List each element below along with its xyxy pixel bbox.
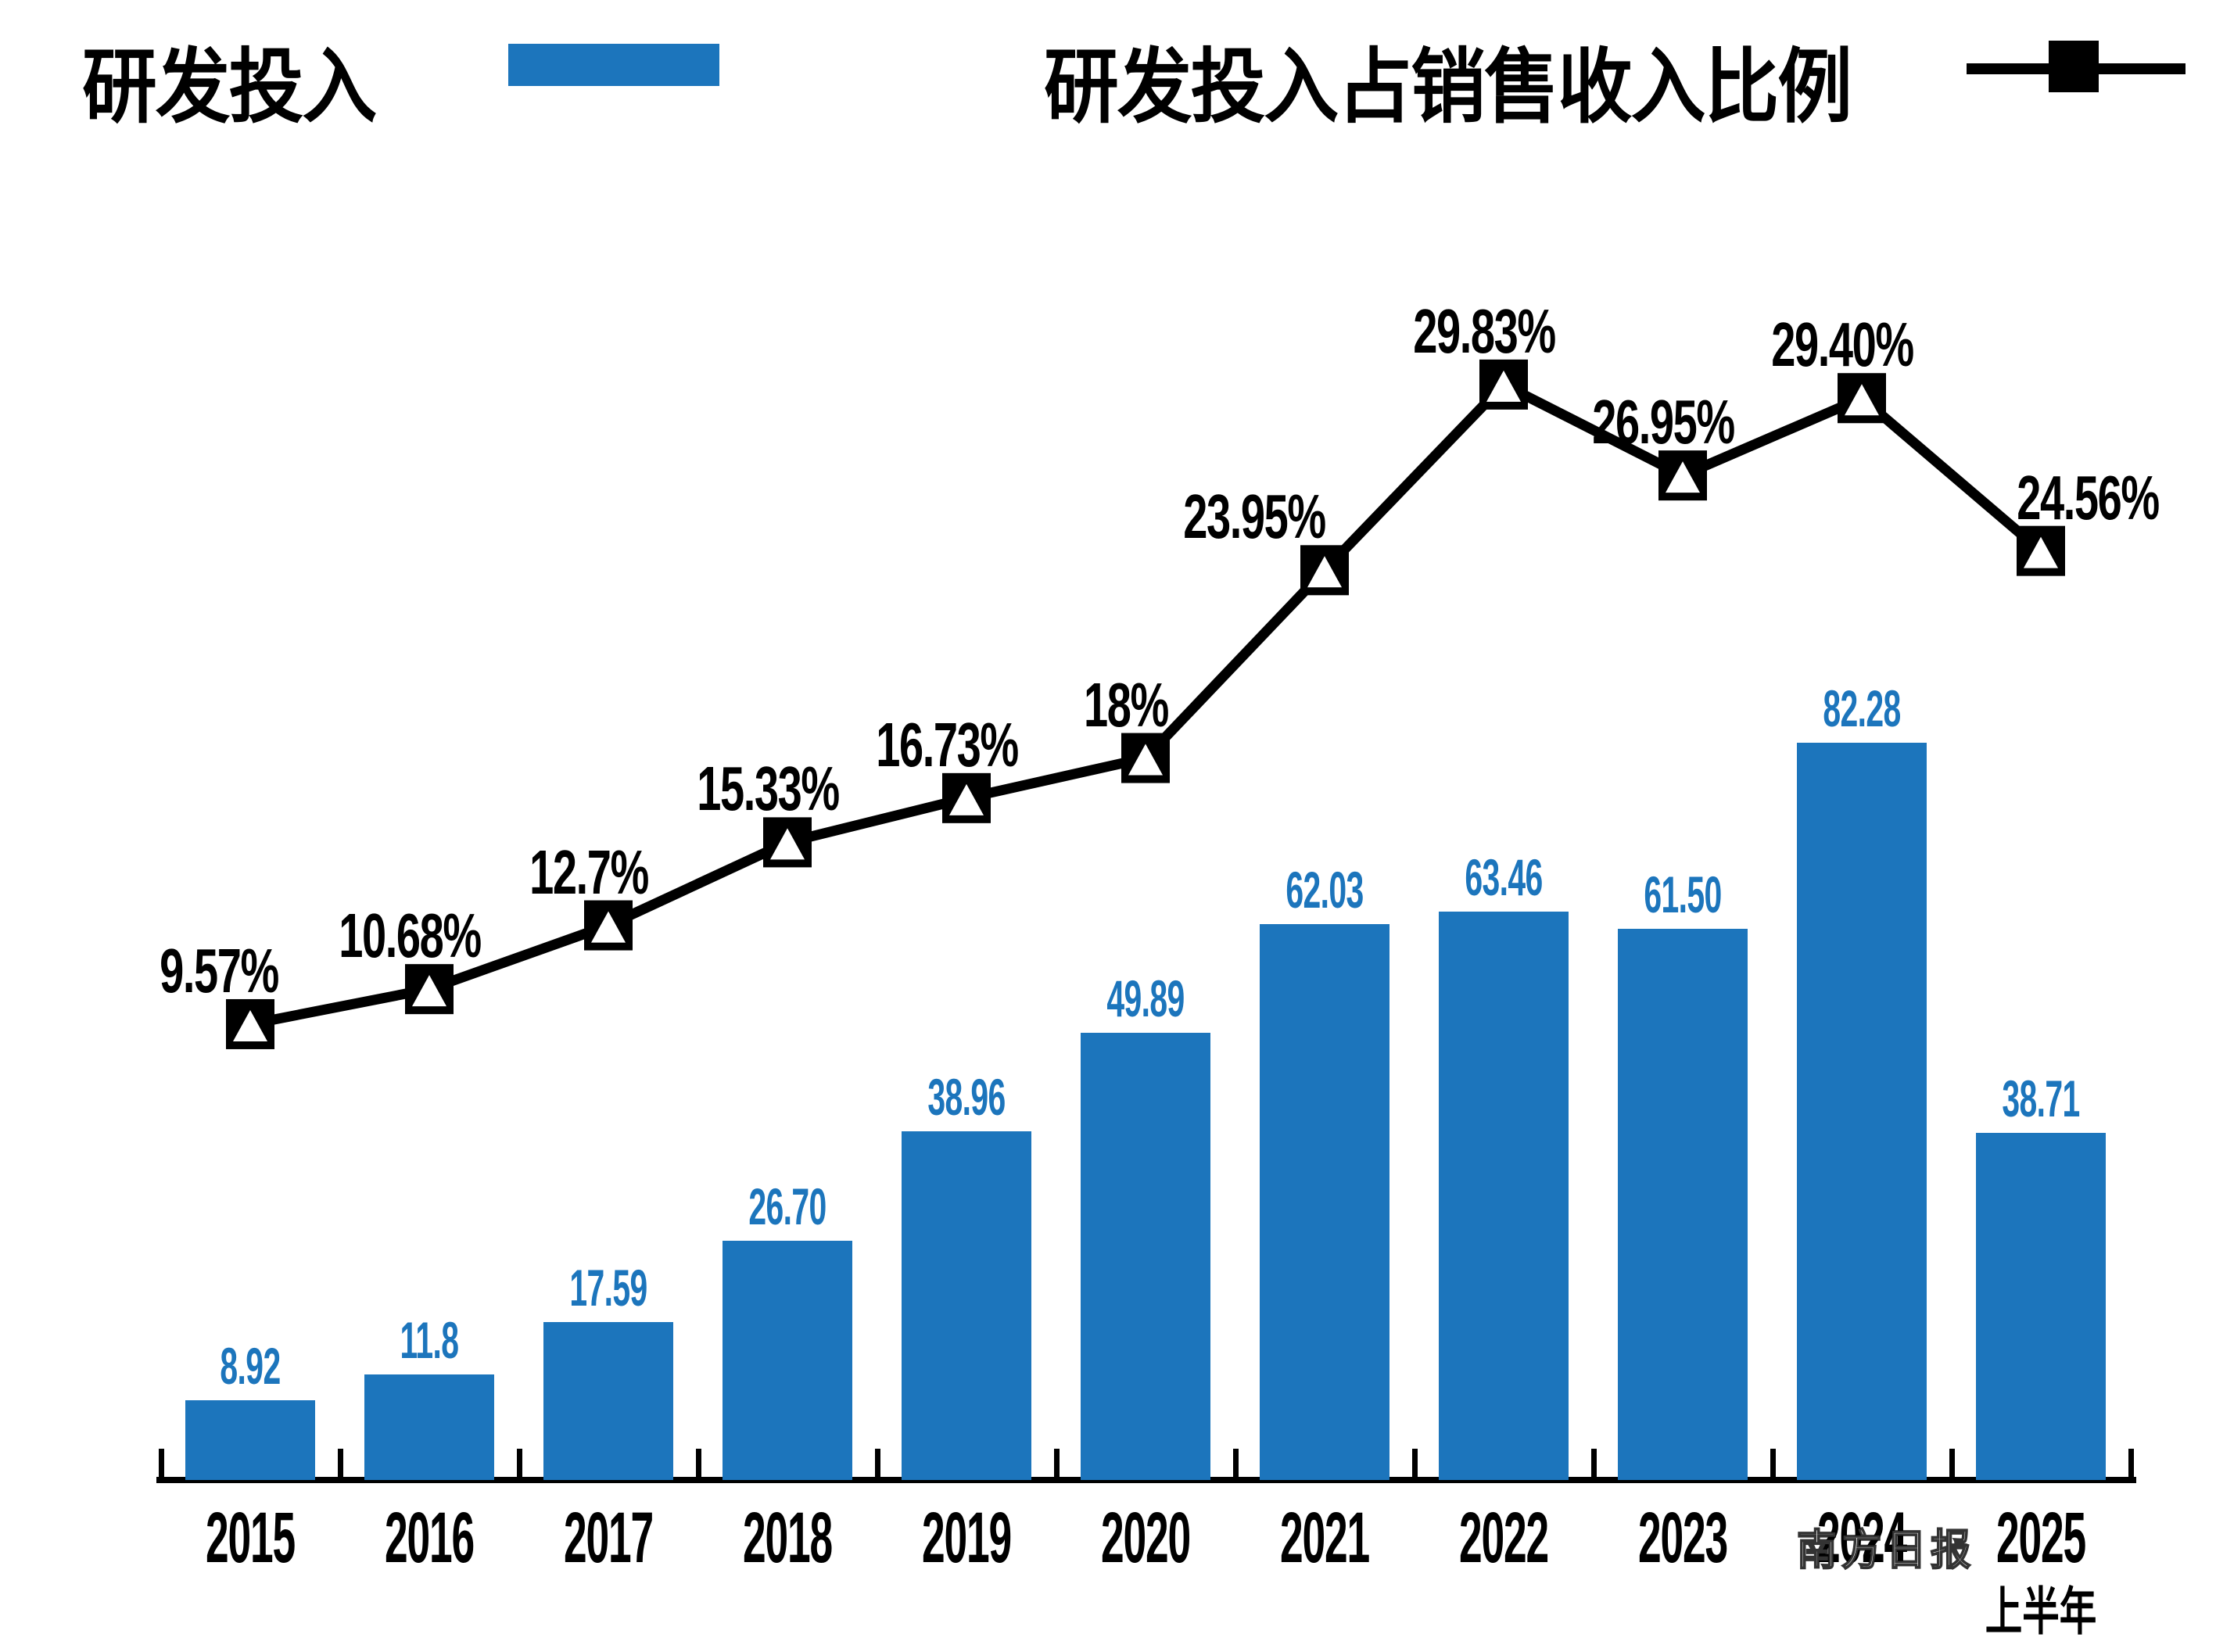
bar-value-2019: 38.96	[927, 1067, 1006, 1126]
x-axis-tick	[1770, 1449, 1776, 1477]
x-axis-tick	[158, 1449, 164, 1477]
marker-triangle-icon	[1845, 384, 1879, 416]
marker-triangle-icon	[591, 911, 626, 943]
x-axis-tick	[1411, 1449, 1418, 1477]
pct-value-2020: 18%	[1084, 669, 1169, 740]
legend-bar-label: 研发投入	[82, 42, 377, 133]
bar-value-2020: 49.89	[1106, 969, 1185, 1028]
pct-value-2016: 10.68%	[339, 901, 482, 971]
bar-2017	[543, 1322, 673, 1480]
marker-triangle-icon	[770, 828, 805, 860]
x-label-2023: 2023	[1637, 1498, 1728, 1578]
x-label-2017: 2017	[563, 1498, 654, 1578]
x-axis-tick	[695, 1449, 701, 1477]
x-label-2020: 2020	[1100, 1498, 1191, 1578]
bar-value-2022: 63.46	[1465, 848, 1543, 906]
bar-value-2023: 61.50	[1644, 865, 1722, 924]
x-label-2022: 2022	[1458, 1498, 1549, 1578]
x-label-2024: 2024	[1816, 1498, 1907, 1578]
x-axis-tick	[337, 1449, 343, 1477]
legend-item-bar: 研发投入	[82, 0, 719, 133]
bar-2019	[902, 1131, 1031, 1480]
bar-value-2016: 11.8	[400, 1310, 460, 1369]
watermark: 南方日报	[1796, 1526, 1975, 1575]
line-marker-glyph-icon	[1967, 0, 2186, 117]
x-label-2021: 2021	[1279, 1498, 1370, 1578]
x-axis-line	[156, 1477, 2136, 1483]
pct-value-2021: 23.95%	[1183, 482, 1326, 552]
marker-triangle-icon	[1666, 461, 1700, 493]
x-label-2019: 2019	[921, 1498, 1012, 1578]
marker-triangle-icon	[2024, 536, 2058, 568]
bar-2025	[1976, 1133, 2106, 1480]
marker-triangle-icon	[1486, 370, 1521, 402]
bar-value-2024: 82.28	[1823, 679, 1901, 738]
bar-2023	[1618, 929, 1748, 1480]
x-axis-tick	[2128, 1449, 2134, 1477]
bar-2022	[1439, 911, 1569, 1480]
x-label-2016: 2016	[384, 1498, 475, 1578]
bar-value-2018: 26.70	[748, 1177, 827, 1236]
x-axis-tick	[1232, 1449, 1239, 1477]
marker-triangle-icon	[1307, 556, 1342, 588]
bar-value-2015: 8.92	[220, 1336, 281, 1395]
x-label-2018: 2018	[742, 1498, 833, 1578]
pct-value-2019: 16.73%	[876, 709, 1019, 779]
line-glyph-square	[2049, 41, 2099, 92]
pct-value-2024: 29.40%	[1771, 310, 1914, 380]
pct-line	[249, 378, 2045, 1030]
x-label-2025: 2025	[1995, 1498, 2086, 1578]
x-axis-tick	[516, 1449, 522, 1477]
x-axis-tick	[1590, 1449, 1597, 1477]
bar-2021	[1260, 924, 1389, 1480]
bar-2018	[723, 1241, 852, 1480]
x-label-note: 上半年	[1985, 1582, 2097, 1640]
pct-value-2018: 15.33%	[697, 754, 840, 824]
bar-value-2017: 17.59	[569, 1259, 647, 1317]
x-axis-tick	[874, 1449, 880, 1477]
bar-2015	[185, 1399, 315, 1480]
pct-value-2015: 9.57%	[160, 935, 279, 1005]
pct-value-2022: 29.83%	[1413, 296, 1556, 366]
pct-value-2025: 24.56%	[2017, 462, 2160, 532]
bar-2020	[1081, 1033, 1210, 1480]
marker-triangle-icon	[233, 1009, 267, 1041]
bar-value-2021: 62.03	[1285, 861, 1364, 919]
marker-triangle-icon	[412, 975, 446, 1007]
marker-triangle-icon	[1128, 744, 1163, 776]
legend-item-line: 研发投入占销售收入比例	[1044, 0, 2186, 133]
bar-2016	[364, 1374, 494, 1480]
x-label-2015: 2015	[205, 1498, 296, 1578]
pct-value-2017: 12.7%	[529, 837, 649, 907]
bar-2024	[1797, 743, 1927, 1480]
legend-line-label: 研发投入占销售收入比例	[1044, 42, 1852, 133]
bar-value-2025: 38.71	[2002, 1070, 2080, 1128]
x-axis-tick	[1053, 1449, 1060, 1477]
bar-series-swatch	[508, 44, 719, 86]
x-axis-tick	[1949, 1449, 1955, 1477]
marker-triangle-icon	[949, 783, 984, 815]
